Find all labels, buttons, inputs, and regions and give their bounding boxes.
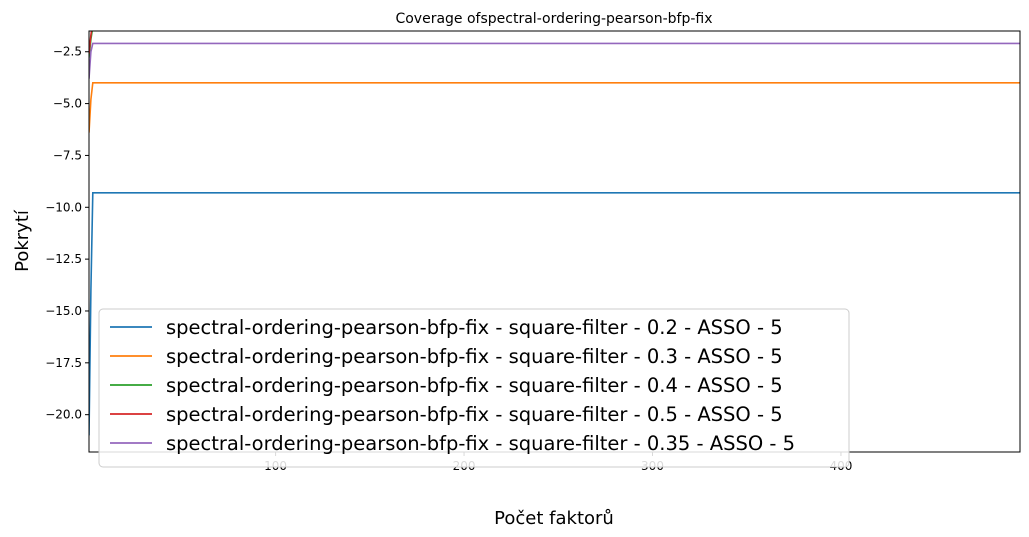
series-line-2: [89, 82, 1020, 133]
legend-label-5: spectral-ordering-pearson-bfp-fix - squa…: [166, 432, 795, 455]
series-line-1: [89, 192, 1020, 436]
y-tick-label: −17.5: [45, 356, 82, 370]
y-axis-title: Pokrytí: [12, 209, 33, 272]
legend-label-1: spectral-ordering-pearson-bfp-fix - squa…: [166, 316, 783, 339]
y-tick-label: −12.5: [45, 252, 82, 266]
chart-title: Coverage ofspectral-ordering-pearson-bfp…: [395, 11, 712, 27]
series-layer: [89, 31, 1020, 436]
series-line-3: [89, 31, 93, 59]
legend-label-2: spectral-ordering-pearson-bfp-fix - squa…: [166, 345, 783, 368]
y-tick-label: −5.0: [53, 97, 82, 111]
legend-box: [98, 308, 850, 468]
legend-label-3: spectral-ordering-pearson-bfp-fix - squa…: [166, 374, 783, 397]
y-tick-label: −15.0: [45, 304, 82, 318]
x-axis-title: Počet faktorů: [494, 508, 614, 529]
y-tick-label: −7.5: [53, 148, 82, 162]
legend-label-4: spectral-ordering-pearson-bfp-fix - squa…: [166, 403, 783, 426]
legend: spectral-ordering-pearson-bfp-fix - squa…: [98, 308, 850, 468]
y-tick-label: −20.0: [45, 408, 82, 422]
y-tick-label: −10.0: [45, 200, 82, 214]
y-axis-ticks: −2.5 −5.0 −7.5 −10.0 −12.5 −15.0 −17.5 −20.0: [45, 45, 89, 422]
series-line-5: [89, 42, 1020, 79]
y-tick-label: −2.5: [53, 45, 82, 59]
series-line-4: [89, 31, 93, 54]
